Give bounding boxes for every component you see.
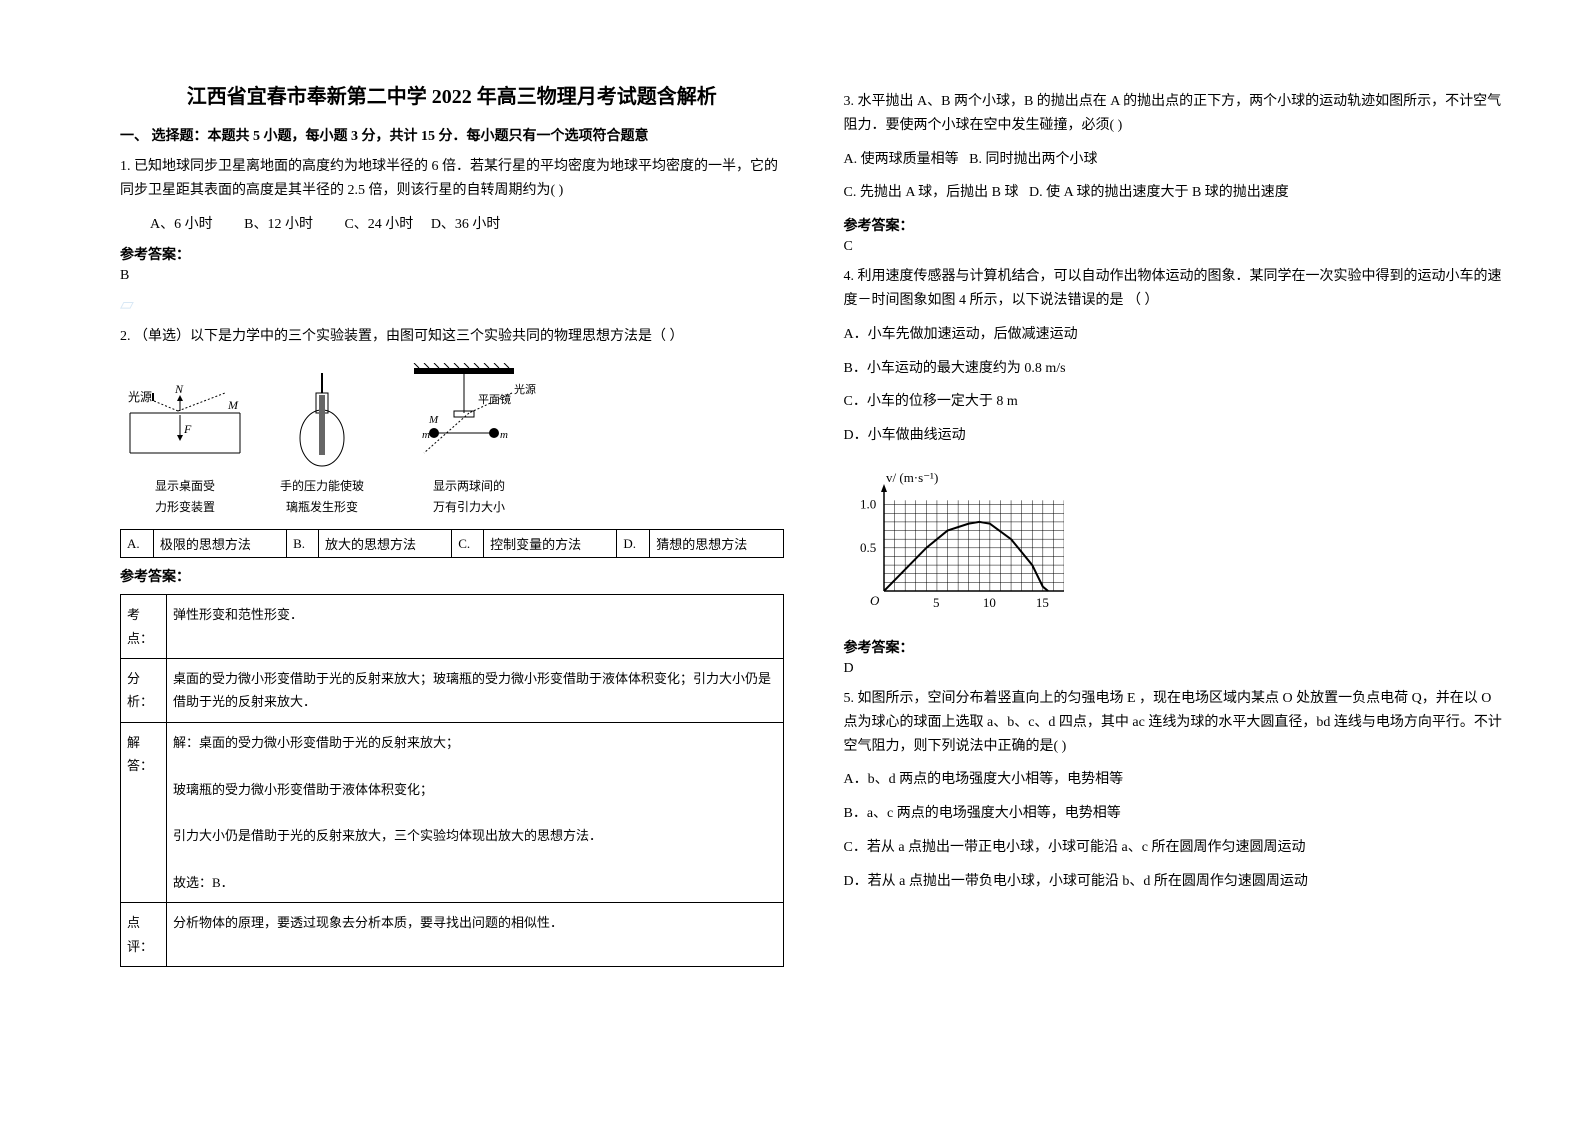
q1-opt-a: A、6 小时	[150, 217, 213, 232]
svg-text:15: 15	[1035, 595, 1048, 610]
question-2: 2. （单选）以下是力学中的三个实验装置，由图可知这三个实验共同的物理思想方法是…	[120, 325, 784, 349]
q2-mB-l: B.	[287, 530, 319, 558]
q1-options: A、6 小时 B、12 小时 C、24 小时 D、36 小时	[150, 213, 784, 237]
svg-text:O: O	[870, 593, 880, 608]
fig1-light-label: 光源	[128, 390, 152, 404]
q4-opt-d: D．小车做曲线运动	[844, 424, 1508, 448]
q2-t-r3-v: 解：桌面的受力微小形变借助于光的反射来放大； 玻璃瓶的受力微小形变借助于液体体积…	[167, 722, 784, 903]
fig2-cap1: 手的压力能使玻	[280, 477, 364, 494]
q2-t-r4-v: 分析物体的原理，要透过现象去分析本质，要寻找出问题的相似性．	[167, 903, 784, 967]
question-4: 4. 利用速度传感器与计算机结合，可以自动作出物体运动的图象．某同学在一次实验中…	[844, 265, 1508, 313]
svg-text:5: 5	[932, 595, 939, 610]
q2-figures: 光源 N M F 显示桌面受 力形变装置	[120, 363, 784, 515]
q2-mA-l: A.	[121, 530, 154, 558]
svg-text:10: 10	[982, 595, 995, 610]
q2-mD-l: D.	[617, 530, 650, 558]
svg-text:N: N	[174, 382, 184, 396]
svg-text:F: F	[183, 422, 192, 436]
svg-text:M: M	[428, 414, 439, 426]
q2-answer-label: 参考答案：	[120, 566, 784, 586]
q5-opt-a: A．b、d 两点的电场强度大小相等，电势相等	[844, 768, 1508, 792]
left-column: 江西省宜春市奉新第二中学 2022 年高三物理月考试题含解析 一、 选择题：本题…	[100, 80, 814, 1082]
q1-opt-d: D、36 小时	[431, 217, 501, 232]
svg-text:m': m'	[422, 429, 433, 441]
fig3-cap2: 万有引力大小	[433, 498, 505, 515]
q2-analysis-table: 考点： 弹性形变和范性形变． 分析： 桌面的受力微小形变借助于光的反射来放大；玻…	[120, 594, 784, 967]
q2-figure-1: 光源 N M F 显示桌面受 力形变装置	[120, 363, 250, 515]
q2-mA-t: 极限的思想方法	[153, 530, 286, 558]
q3-opt-d: D. 使 A 球的抛出速度大于 B 球的抛出速度	[1029, 185, 1289, 200]
q1-opt-c: C、24 小时	[344, 217, 413, 232]
q4-answer-label: 参考答案：	[844, 637, 1508, 657]
svg-text:0.5: 0.5	[860, 540, 876, 555]
svg-text:v/ (m·s⁻¹): v/ (m·s⁻¹)	[886, 470, 938, 485]
q2-options-table: A. 极限的思想方法 B. 放大的思想方法 C. 控制变量的方法 D. 猜想的思…	[120, 529, 784, 558]
svg-text:m: m	[500, 429, 508, 441]
q2-figure-3: 平面镜 光源 m' M m 显示两球间的 万有引力大小	[394, 363, 544, 515]
svg-text:1.0: 1.0	[860, 497, 876, 512]
fig3-mirror-label: 平面镜	[478, 392, 511, 406]
q4-opt-a: A．小车先做加速运动，后做减速运动	[844, 323, 1508, 347]
q3-answer: C	[844, 239, 1508, 255]
svg-text:M: M	[227, 398, 239, 412]
fig3-cap1: 显示两球间的	[433, 477, 505, 494]
q3-options-ab: A. 使两球质量相等 B. 同时抛出两个小球	[844, 148, 1508, 172]
q2-fig3-svg: 平面镜 光源 m' M m	[394, 363, 544, 473]
q2-figure-2: 手的压力能使玻 璃瓶发生形变	[280, 363, 364, 515]
q2-fig1-svg: 光源 N M F	[120, 363, 250, 473]
q5-opt-c: C．若从 a 点抛出一带正电小球，小球可能沿 a、c 所在圆周作匀速圆周运动	[844, 836, 1508, 860]
question-3: 3. 水平抛出 A、B 两个小球，B 的抛出点在 A 的抛出点的正下方，两个小球…	[844, 90, 1508, 138]
fig1-cap1: 显示桌面受	[155, 477, 215, 494]
q4-opt-b: B．小车运动的最大速度约为 0.8 m/s	[844, 357, 1508, 381]
q2-mD-t: 猜想的思想方法	[650, 530, 783, 558]
q1-answer: B	[120, 268, 784, 284]
q2-t-r3-l: 解答：	[121, 722, 167, 903]
fig3-light-label: 光源	[514, 382, 536, 396]
q2-t-r2-v: 桌面的受力微小形变借助于光的反射来放大；玻璃瓶的受力微小形变借助于液体体积变化；…	[167, 658, 784, 722]
exam-title: 江西省宜春市奉新第二中学 2022 年高三物理月考试题含解析	[120, 80, 784, 109]
q2-fig2-svg	[282, 363, 362, 473]
q3-answer-label: 参考答案：	[844, 215, 1508, 235]
q5-opt-b: B．a、c 两点的电场强度大小相等，电势相等	[844, 802, 1508, 826]
q2-mB-t: 放大的思想方法	[319, 530, 452, 558]
watermark: ▱	[120, 294, 784, 315]
q2-t-r4-l: 点评：	[121, 903, 167, 967]
q4-chart: 1.00.551015Ov/ (m·s⁻¹)t/s	[844, 466, 1064, 616]
question-5: 5. 如图所示，空间分布着竖直向上的匀强电场 E ，现在电场区域内某点 O 处放…	[844, 687, 1508, 758]
q4-opt-c: C．小车的位移一定大于 8 m	[844, 390, 1508, 414]
q3-opt-a: A. 使两球质量相等	[844, 152, 959, 167]
right-column: 3. 水平抛出 A、B 两个小球，B 的抛出点在 A 的抛出点的正下方，两个小球…	[814, 80, 1528, 1082]
q1-opt-b: B、12 小时	[244, 217, 313, 232]
q2-t-r1-v: 弹性形变和范性形变．	[167, 595, 784, 659]
fig1-cap2: 力形变装置	[155, 498, 215, 515]
section-heading: 一、 选择题：本题共 5 小题，每小题 3 分，共计 15 分．每小题只有一个选…	[120, 125, 784, 145]
q2-mC-l: C.	[452, 530, 484, 558]
q1-answer-label: 参考答案：	[120, 244, 784, 264]
q3-opt-c: C. 先抛出 A 球，后抛出 B 球	[844, 185, 1019, 200]
q2-mC-t: 控制变量的方法	[484, 530, 617, 558]
q2-t-r1-l: 考点：	[121, 595, 167, 659]
q3-opt-b: B. 同时抛出两个小球	[969, 152, 1097, 167]
fig2-cap2: 璃瓶发生形变	[286, 498, 358, 515]
q5-opt-d: D．若从 a 点抛出一带负电小球，小球可能沿 b、d 所在圆周作匀速圆周运动	[844, 870, 1508, 894]
q3-options-cd: C. 先抛出 A 球，后抛出 B 球 D. 使 A 球的抛出速度大于 B 球的抛…	[844, 181, 1508, 205]
q2-t-r2-l: 分析：	[121, 658, 167, 722]
q4-answer: D	[844, 661, 1508, 677]
question-1: 1. 已知地球同步卫星离地面的高度约为地球半径的 6 倍．若某行星的平均密度为地…	[120, 155, 784, 203]
